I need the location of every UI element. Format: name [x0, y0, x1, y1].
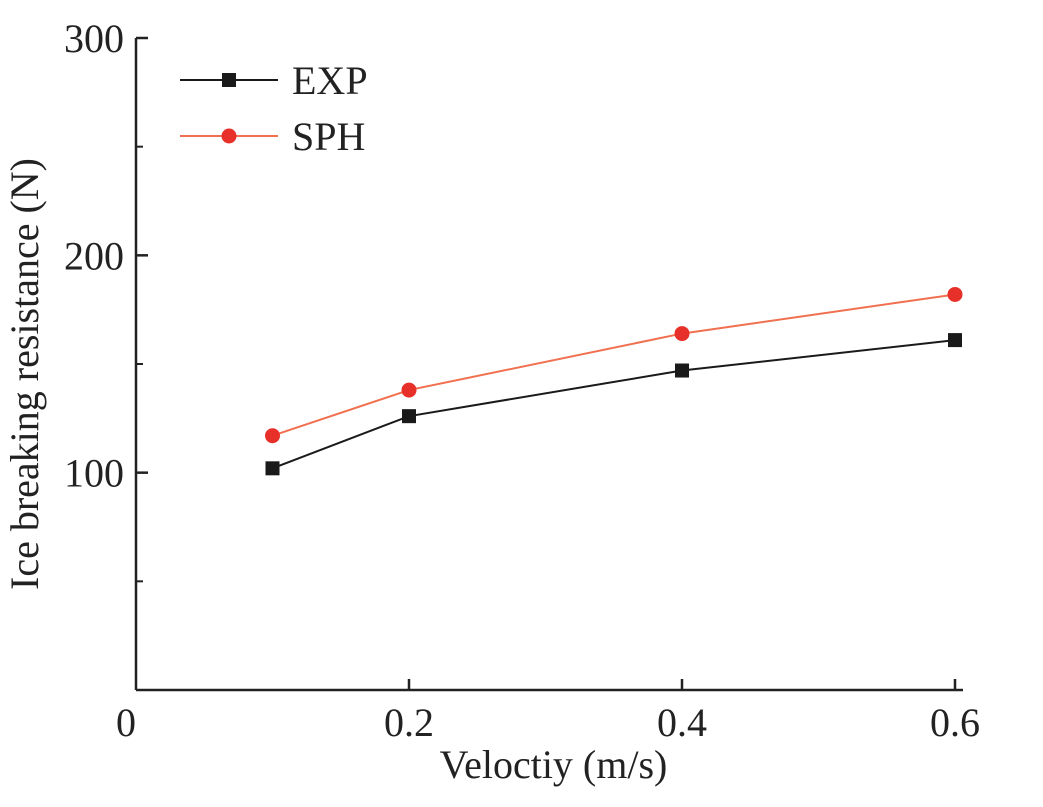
legend-item-sph: SPH [180, 114, 365, 159]
y-tick-label: 200 [64, 233, 124, 278]
data-point-sph [674, 326, 690, 342]
series-sph [265, 286, 963, 444]
series-line-exp [272, 339, 956, 470]
data-point-exp [948, 333, 962, 348]
y-tick-label: 300 [64, 16, 124, 61]
legend-item-exp: EXP [180, 58, 368, 103]
x-ticks: 0 0.2 0.4 0.6 [116, 679, 980, 745]
legend-label: EXP [292, 58, 368, 103]
data-point-exp [265, 461, 280, 476]
x-tick-label: 0.6 [930, 700, 980, 745]
series-line-sph [272, 293, 956, 437]
y-ticks: 100 200 300 [64, 16, 148, 583]
data-point-exp [402, 409, 416, 424]
series-exp [265, 333, 962, 476]
legend: EXP SPH [180, 58, 368, 159]
data-point-exp [675, 363, 689, 378]
legend-marker [222, 73, 236, 87]
legend-marker [221, 128, 237, 144]
data-point-sph [401, 382, 417, 398]
y-tick-label: 100 [64, 451, 124, 496]
y-axis-title: Ice breaking resistance (N) [2, 158, 47, 590]
x-tick-label: 0.4 [657, 700, 707, 745]
x-tick-label: 0.2 [384, 700, 434, 745]
data-point-sph [947, 286, 963, 302]
x-tick-label: 0 [116, 700, 136, 745]
x-axis-title: Veloctiy (m/s) [440, 742, 668, 787]
legend-label: SPH [292, 114, 365, 159]
data-point-sph [265, 428, 280, 444]
series-layer [265, 286, 963, 476]
